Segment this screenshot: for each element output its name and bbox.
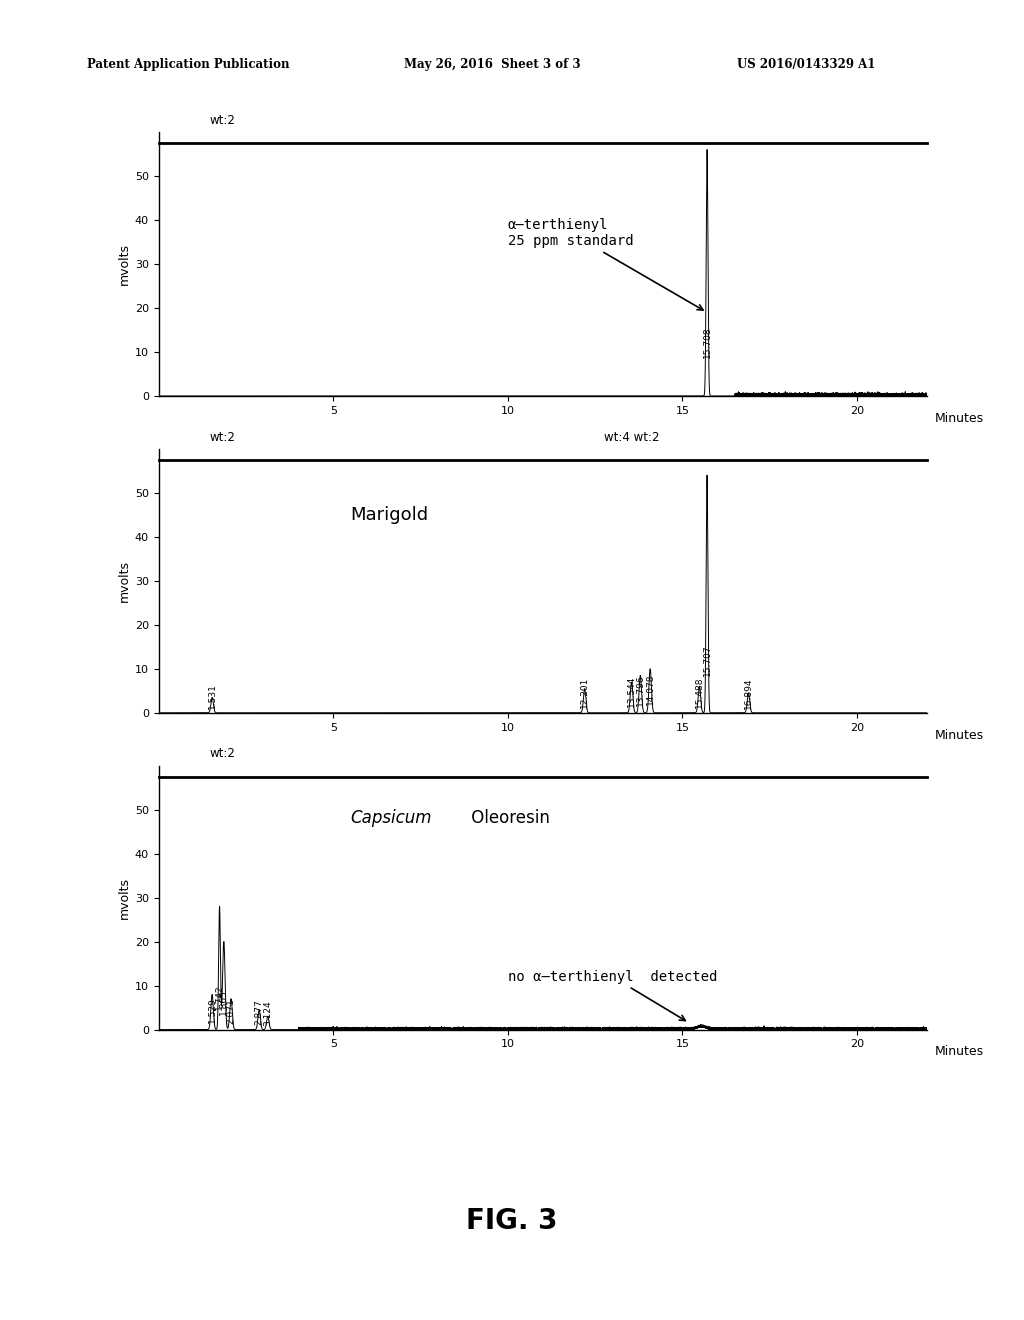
Text: FIG. 3: FIG. 3 <box>466 1206 558 1236</box>
Text: Patent Application Publication: Patent Application Publication <box>87 58 290 71</box>
Text: Marigold: Marigold <box>350 506 429 524</box>
Text: 13.544: 13.544 <box>627 676 636 706</box>
Text: Minutes: Minutes <box>935 729 983 742</box>
Text: wt:2: wt:2 <box>210 747 236 760</box>
Text: Capsicum: Capsicum <box>350 809 432 828</box>
Text: wt:2: wt:2 <box>210 430 236 444</box>
Y-axis label: mvolts: mvolts <box>118 560 131 602</box>
Text: US 2016/0143329 A1: US 2016/0143329 A1 <box>737 58 876 71</box>
Text: 2.071: 2.071 <box>226 998 236 1024</box>
Text: wt:4 wt:2: wt:4 wt:2 <box>604 430 659 444</box>
Y-axis label: mvolts: mvolts <box>118 243 131 285</box>
Text: 1.865: 1.865 <box>219 989 228 1015</box>
Text: Minutes: Minutes <box>935 412 983 425</box>
Text: 2.877: 2.877 <box>255 999 263 1026</box>
Text: 3.124: 3.124 <box>263 1001 272 1027</box>
Text: no α–terthienyl  detected: no α–terthienyl detected <box>508 970 717 1020</box>
Y-axis label: mvolts: mvolts <box>118 876 131 919</box>
Text: wt:2: wt:2 <box>210 114 236 127</box>
Text: 15.707: 15.707 <box>702 644 712 676</box>
Text: 12.201: 12.201 <box>581 676 589 708</box>
Text: 13.796: 13.796 <box>636 675 645 706</box>
Text: 1.529: 1.529 <box>208 997 217 1023</box>
Text: 1.531: 1.531 <box>208 684 217 709</box>
Text: 1.742: 1.742 <box>215 985 224 1010</box>
Text: Oleoresin: Oleoresin <box>466 809 550 828</box>
Text: 14.078: 14.078 <box>646 673 654 705</box>
Text: 15.488: 15.488 <box>695 676 703 708</box>
Text: 16.894: 16.894 <box>744 677 753 709</box>
Text: 15.708: 15.708 <box>702 326 712 358</box>
Text: Minutes: Minutes <box>935 1045 983 1059</box>
Text: May 26, 2016  Sheet 3 of 3: May 26, 2016 Sheet 3 of 3 <box>404 58 581 71</box>
Text: α–terthienyl
25 ppm standard: α–terthienyl 25 ppm standard <box>508 218 703 310</box>
